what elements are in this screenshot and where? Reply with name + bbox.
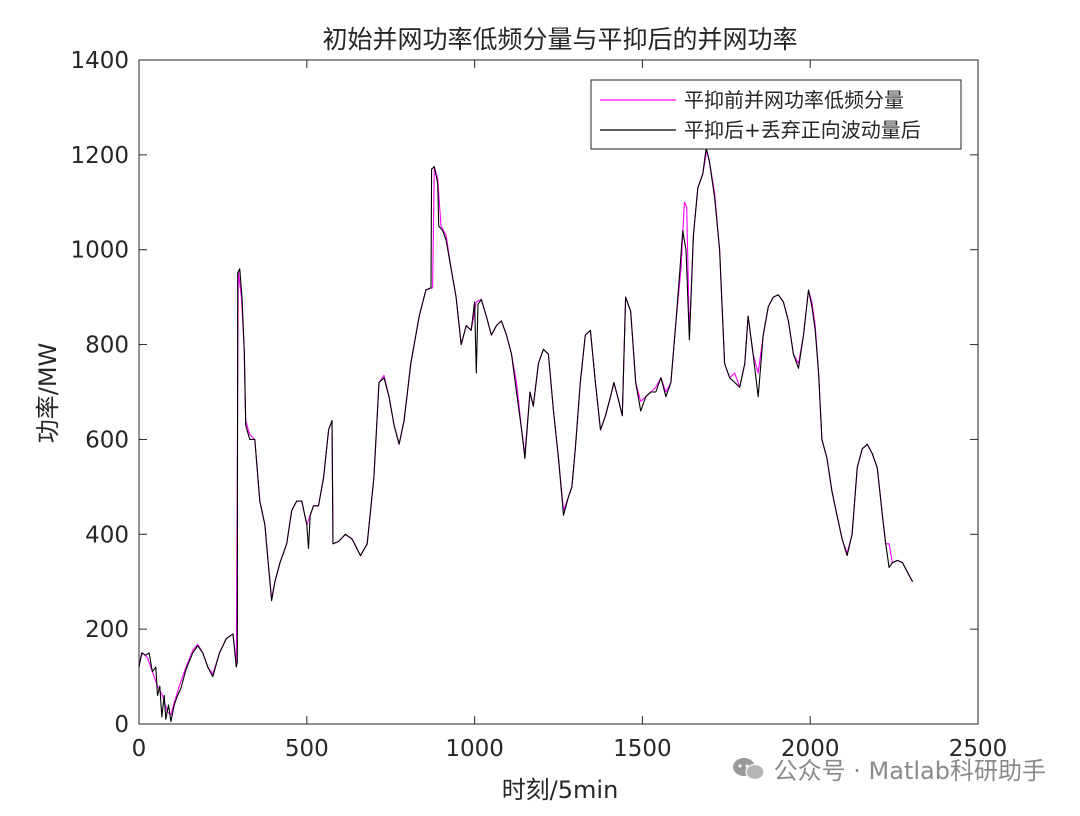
x-tick-label: 2500: [949, 736, 1008, 762]
x-tick-label: 1500: [613, 736, 672, 762]
axes-frame: [138, 59, 979, 725]
x-tick-label: 1000: [445, 736, 504, 762]
wechat-icon: [732, 757, 765, 780]
y-tick-label: 200: [85, 617, 129, 643]
chart-title: 初始并网功率低频分量与平抑后的并网功率: [322, 25, 797, 54]
x-axis-label: 时刻/5min: [502, 776, 619, 804]
y-axis-label: 功率/MW: [34, 343, 62, 444]
y-tick-label: 0: [114, 712, 129, 738]
y-tick-label: 1200: [70, 143, 129, 169]
x-tick-label: 0: [132, 736, 147, 762]
y-tick-label: 1400: [70, 48, 129, 74]
x-tick-label: 2000: [781, 736, 840, 762]
legend-label-series-2: 平抑后+丢弃正向波动量后: [684, 118, 921, 142]
watermark: 公众号 · Matlab科研助手: [732, 751, 1046, 786]
legend-box: [590, 79, 962, 150]
legend: 平抑前并网功率低频分量 平抑后+丢弃正向波动量后: [590, 79, 962, 150]
y-tick-label: 600: [85, 427, 129, 453]
y-tick-label: 800: [85, 333, 129, 359]
legend-label-series-1: 平抑前并网功率低频分量: [684, 88, 904, 112]
plot-area: 0 500 1000 1500 2000 2500 0 200 400 600 800 1000 120…: [70, 48, 1007, 762]
series-line-2: [138, 147, 914, 723]
x-tick-label: 500: [285, 736, 329, 762]
watermark-text: 公众号 · Matlab科研助手: [773, 757, 1046, 785]
y-tick-label: 1000: [70, 238, 129, 264]
y-tick-label: 400: [85, 522, 129, 548]
